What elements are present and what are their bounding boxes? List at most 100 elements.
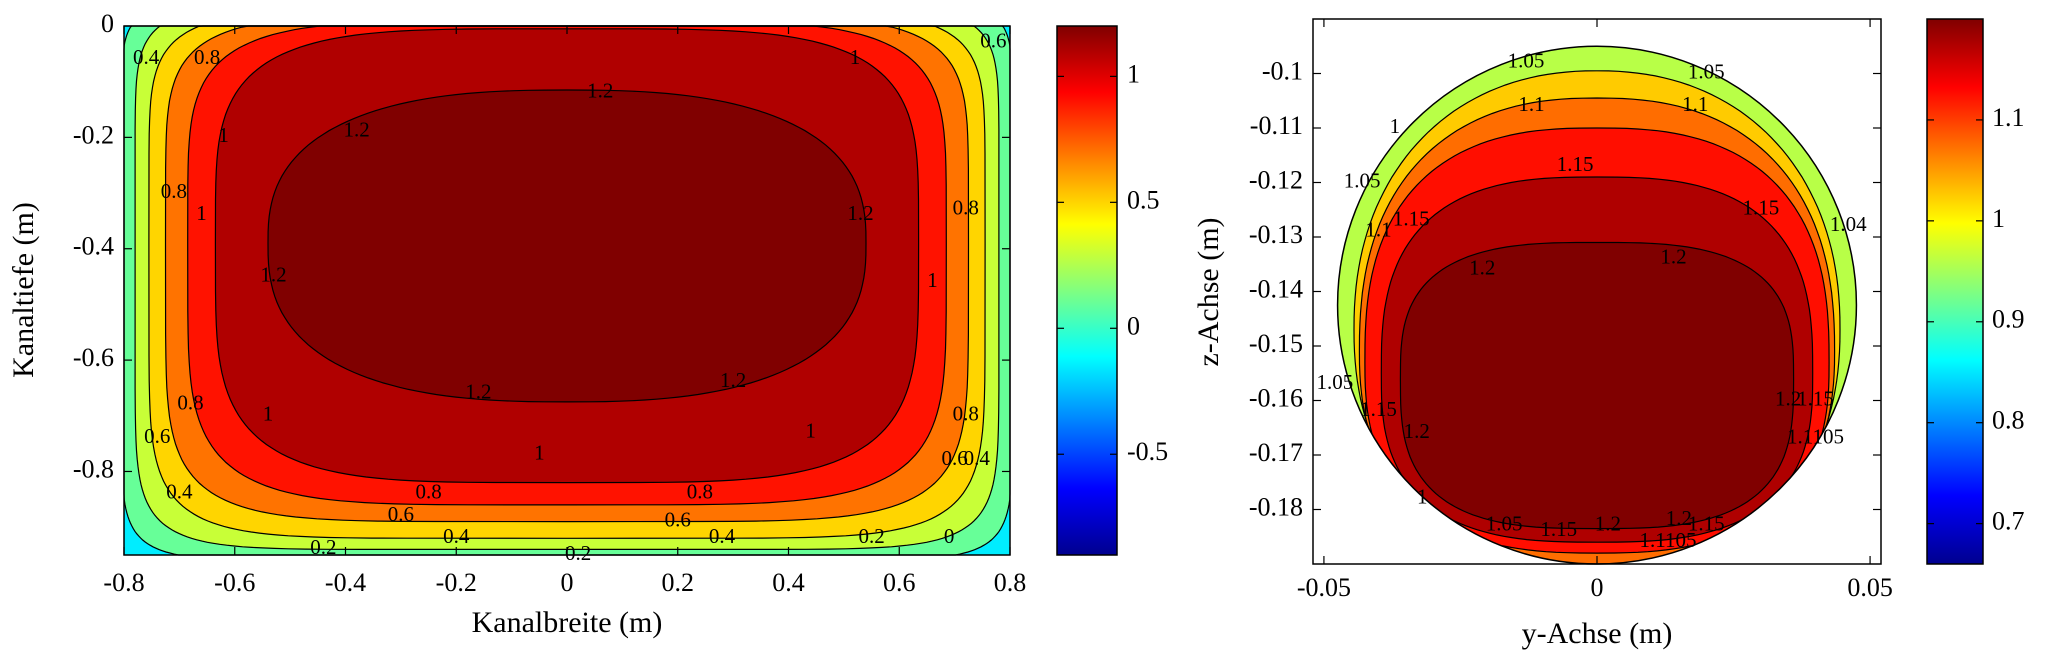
contour-label: 1.2 bbox=[720, 368, 746, 392]
contour-line bbox=[214, 28, 920, 484]
contour-label: 1.2 bbox=[1595, 512, 1621, 536]
contour-label: 1.15 bbox=[1688, 512, 1725, 536]
contour-label: 0.8 bbox=[161, 179, 187, 203]
contour-label: 1.15 bbox=[1557, 152, 1594, 176]
pipe-y-axis-title: z-Achse (m) bbox=[1192, 217, 1225, 366]
contour-label: 0.6 bbox=[665, 507, 691, 531]
contour-line bbox=[1380, 176, 1814, 543]
y-tick-label: -0.2 bbox=[73, 120, 114, 149]
contour-label: 1 bbox=[196, 201, 207, 225]
channel-colorbar-gradient bbox=[1056, 25, 1118, 556]
contour-label: 1.2 bbox=[1660, 245, 1686, 269]
channel-y-axis: 0 -0.2 -0.4 -0.6 -0.8 bbox=[73, 9, 1010, 483]
contour-label: 1.15 bbox=[1540, 517, 1577, 541]
contour-line bbox=[187, 25, 947, 506]
y-tick-label: -0.13 bbox=[1249, 220, 1303, 249]
y-tick-label: -0.12 bbox=[1249, 165, 1303, 194]
colorbar-tick-label: 0.5 bbox=[1127, 185, 1160, 214]
channel-x-axis-title: Kanalbreite (m) bbox=[472, 606, 663, 639]
x-tick-label: -0.2 bbox=[436, 568, 477, 597]
x-tick-label: -0.8 bbox=[103, 568, 144, 597]
contour-label: 0.8 bbox=[953, 196, 979, 220]
contour-label: 0.2 bbox=[858, 524, 884, 548]
contour-label: 0.6 bbox=[942, 446, 968, 470]
x-tick-label: 0.2 bbox=[662, 568, 695, 597]
pipe-y-axis: -0.1 -0.11 -0.12 -0.13 -0.14 -0.15 -0.16 -0.17 -… bbox=[1249, 56, 1881, 521]
contour-label: 0.4 bbox=[709, 524, 736, 548]
contour-band bbox=[1400, 242, 1794, 529]
x-tick-label: 0 bbox=[561, 568, 574, 597]
colorbar-tick-label: -0.5 bbox=[1127, 437, 1168, 466]
contour-label: 1.2 bbox=[847, 201, 873, 225]
contour-label: 1 bbox=[927, 268, 938, 292]
colorbar-tick-label: 0 bbox=[1127, 311, 1140, 340]
x-tick-label: 0.8 bbox=[994, 568, 1027, 597]
contour-label: 0.8 bbox=[194, 45, 220, 69]
x-tick-label: 0.6 bbox=[883, 568, 916, 597]
contour-label: 0 bbox=[944, 524, 955, 548]
y-tick-label: -0.11 bbox=[1250, 111, 1303, 140]
contour-label: 1 bbox=[805, 418, 816, 442]
contour-label: 1 bbox=[1417, 484, 1428, 508]
channel-contour-chart: 1.2 1.2 1.2 1.2 1.2 1.2 1 1 1 1 1 1 1 0.8 0.8 0.8 0.8 0.8… bbox=[7, 9, 1168, 639]
contour-line bbox=[1399, 241, 1795, 530]
y-tick-label: -0.16 bbox=[1249, 383, 1303, 412]
contour-label: 1.1 bbox=[1682, 92, 1708, 116]
contour-label: 1.2 bbox=[465, 379, 491, 403]
contour-label: 1.05 bbox=[1344, 168, 1381, 192]
y-tick-label: -0.6 bbox=[73, 343, 114, 372]
colorbar-tick-label: 0.8 bbox=[1992, 406, 2025, 435]
contour-label: 1 bbox=[850, 45, 861, 69]
contour-label: 1.1105 bbox=[1787, 424, 1844, 448]
x-tick-label: 0.05 bbox=[1847, 573, 1893, 602]
pipe-colorbar-gradient bbox=[1926, 18, 1984, 565]
contour-label: 1.05 bbox=[1486, 512, 1523, 536]
x-tick-label: -0.4 bbox=[325, 568, 366, 597]
contour-label: 1.2 bbox=[587, 79, 613, 103]
contour-label: 1.2 bbox=[343, 118, 369, 142]
pipe-contour-fills bbox=[1337, 46, 1857, 564]
channel-colorbar: 1 0.5 0 -0.5 bbox=[1056, 25, 1168, 556]
colorbar-tick-label: 1 bbox=[1992, 204, 2005, 233]
contour-label: 1.05 bbox=[1688, 59, 1725, 83]
contour-label: 0.4 bbox=[443, 524, 470, 548]
contour-label: 0.4 bbox=[964, 446, 991, 470]
channel-y-axis-title: Kanaltiefe (m) bbox=[7, 202, 40, 378]
x-tick-label: 0 bbox=[1591, 573, 1604, 602]
pipe-x-axis: -0.05 0 0.05 bbox=[1297, 19, 1893, 602]
pipe-x-axis-title: y-Achse (m) bbox=[1522, 617, 1673, 650]
contour-label: 1.1105 bbox=[1640, 528, 1697, 552]
y-tick-label: 0 bbox=[101, 9, 114, 38]
contour-label: 0.4 bbox=[166, 480, 193, 504]
contour-label: 0.8 bbox=[687, 480, 713, 504]
contour-label: 1.04 bbox=[1830, 212, 1867, 236]
contour-label: 0.4 bbox=[133, 45, 160, 69]
contour-label: 1.2 bbox=[1404, 419, 1430, 443]
contour-label: 1 bbox=[218, 123, 229, 147]
contour-label: 0.8 bbox=[953, 402, 979, 426]
y-tick-label: -0.4 bbox=[73, 232, 114, 261]
contour-label: 0.2 bbox=[565, 541, 591, 565]
contour-label: 0.6 bbox=[144, 424, 170, 448]
channel-contour-labels: 1.2 1.2 1.2 1.2 1.2 1.2 1 1 1 1 1 1 1 0.8 0.8 0.8 0.8 0.8… bbox=[133, 29, 1006, 565]
contour-label: 1.05 bbox=[1316, 370, 1353, 394]
contour-label: 1 bbox=[534, 441, 545, 465]
contour-label: 0.8 bbox=[177, 390, 203, 414]
contour-label: 1.05 bbox=[1508, 48, 1545, 72]
x-tick-label: -0.05 bbox=[1297, 573, 1351, 602]
contour-label: 1.2 bbox=[260, 262, 286, 286]
contour-label: 1.2 bbox=[1775, 386, 1801, 410]
contour-label: 1 bbox=[263, 402, 274, 426]
contour-label: 0.6 bbox=[980, 29, 1006, 53]
y-tick-label: -0.18 bbox=[1249, 492, 1303, 521]
y-tick-label: -0.14 bbox=[1249, 274, 1303, 303]
contour-label: 1 bbox=[1390, 114, 1401, 138]
colorbar-tick-label: 1.1 bbox=[1992, 103, 2025, 132]
y-tick-label: -0.8 bbox=[73, 454, 114, 483]
contour-label: 1.2 bbox=[1469, 256, 1495, 280]
x-tick-label: -0.6 bbox=[214, 568, 255, 597]
contour-label: 1.15 bbox=[1360, 397, 1397, 421]
